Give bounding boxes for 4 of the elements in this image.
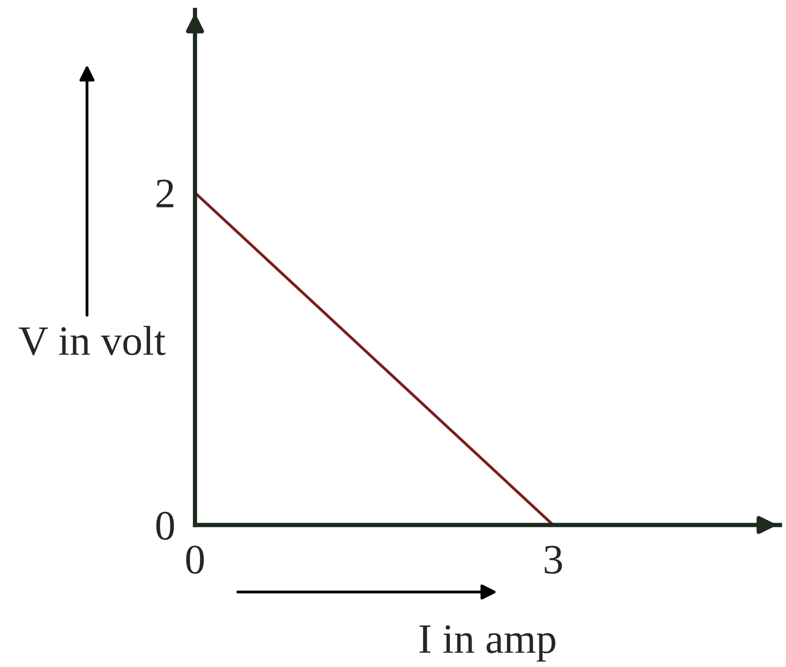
y-axis-title: V in volt: [18, 326, 166, 356]
x-tick-label: 3: [544, 546, 562, 574]
x-axis-title: I in amp: [420, 625, 556, 662]
y-tick-label: 2: [156, 180, 174, 208]
